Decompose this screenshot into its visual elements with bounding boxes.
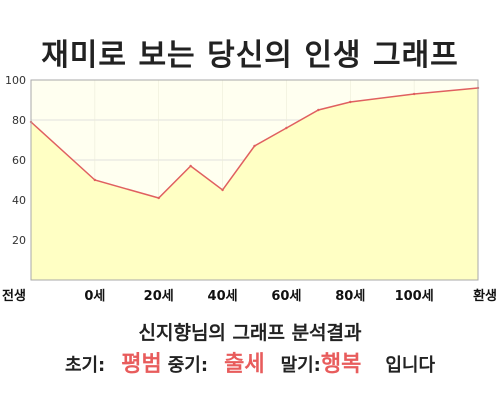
data-point [93, 178, 97, 182]
y-tick-label: 60 [12, 154, 26, 167]
plot-border [30, 79, 479, 281]
x-tick-label: 60세 [271, 289, 301, 304]
late-label: 말기: [280, 355, 321, 376]
ending-text: 입니다 [385, 355, 436, 376]
y-tick-label: 100 [5, 74, 26, 87]
x-tick-label: 환생 [473, 288, 497, 304]
result-summary: 초기: 평범 중기: 출세 말기: 행복 입니다 [0, 346, 500, 378]
data-point [349, 100, 352, 104]
page-title: 재미로 보는 당신의 인생 그래프 [41, 38, 459, 73]
x-tick-label: 80세 [335, 289, 365, 304]
result-name-line: 신지향님의 그래프 분석결과 [138, 322, 362, 344]
y-tick-label: 80 [12, 114, 26, 127]
x-tick-label: 40세 [208, 289, 238, 304]
mid-label: 중기: [167, 355, 209, 376]
data-point [317, 108, 320, 112]
late-value: 행복 [320, 352, 362, 377]
x-tick-label: 20세 [144, 289, 174, 304]
y-tick-label: 40 [12, 194, 26, 207]
x-tick-label: 100세 [395, 289, 434, 304]
data-point [285, 126, 288, 130]
y-tick-labels: 20 40 60 80 100 [5, 74, 26, 247]
data-point [157, 196, 160, 200]
x-tick-label: 0세 [84, 289, 105, 304]
x-tick-label: 전생 [2, 288, 26, 304]
mid-value: 출세 [224, 352, 265, 377]
area-fill [31, 88, 478, 280]
y-tick-label: 20 [12, 234, 26, 247]
data-point [253, 144, 256, 148]
data-point [221, 188, 224, 192]
early-value: 평범 [121, 352, 162, 377]
data-point [412, 92, 416, 96]
early-label: 초기: [64, 355, 106, 376]
data-point [189, 164, 192, 168]
x-tick-labels: 전생 0세 20세 40세 60세 80세 100세 환생 [2, 288, 497, 304]
life-graph-chart: 20 40 60 80 100 전생 0세 20세 40세 60세 80세 100세 환생 [2, 74, 497, 304]
